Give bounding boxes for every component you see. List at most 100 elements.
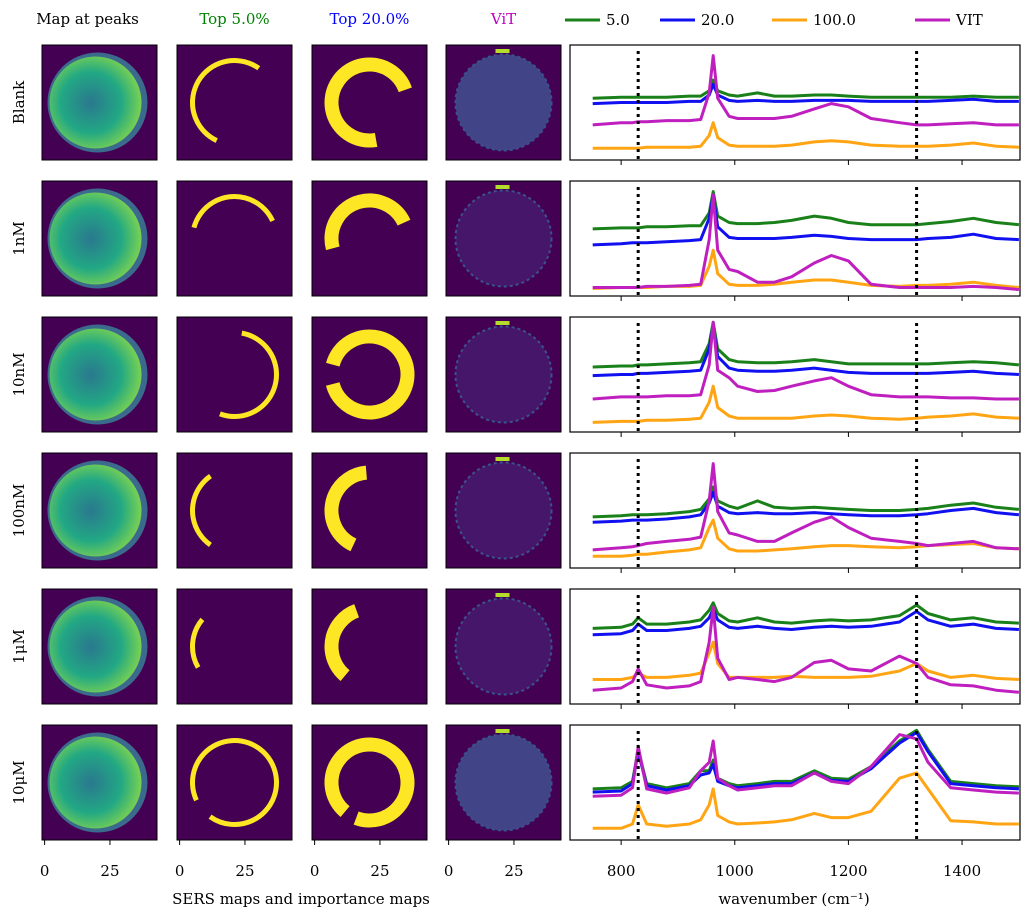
legend-label: 5.0 (606, 11, 630, 29)
row-label: 1nM (10, 221, 28, 256)
spectrum-line (592, 193, 1019, 247)
map-panel (176, 180, 293, 297)
map-hotspot (495, 457, 510, 461)
map-region (190, 58, 279, 147)
spectrum-line (592, 121, 1019, 150)
map-panel (445, 724, 562, 841)
map-panel (445, 44, 562, 161)
spectrum-line (592, 640, 1019, 681)
map-region (190, 602, 279, 692)
spectrum-line (592, 485, 1020, 519)
map-panel (41, 44, 158, 161)
map-region (190, 466, 279, 555)
map-background (176, 316, 293, 433)
map-background (176, 44, 293, 161)
spectrum-line (592, 733, 1019, 798)
spectrum-line (592, 605, 1020, 694)
map-panel (311, 180, 428, 297)
spectrum-line (592, 193, 1020, 292)
map-x-tick-label: 0 (444, 862, 454, 880)
map-disc (49, 192, 142, 285)
map-region (190, 737, 279, 827)
map-hotspot (495, 185, 510, 189)
map-region (324, 465, 415, 556)
map-panel (176, 724, 293, 841)
map-disc (454, 597, 553, 696)
map-title: ViT (490, 10, 516, 28)
spectrum-line (592, 607, 1019, 637)
map-panel (41, 316, 158, 433)
map-panel (176, 452, 293, 569)
row-label: 10nM (10, 352, 28, 396)
row-label: 100nM (10, 484, 28, 538)
spectrum-line (592, 54, 1019, 127)
x-tick-label: 1200 (829, 862, 867, 880)
map-panel (176, 316, 293, 433)
map-background (176, 180, 293, 297)
map-hotspot (495, 49, 510, 53)
map-disc (454, 189, 553, 288)
map-hotspot (495, 593, 510, 597)
map-x-tick-label: 0 (175, 862, 185, 880)
map-disc (49, 736, 142, 829)
map-hotspot (495, 321, 510, 325)
map-panel (41, 180, 158, 297)
spectrum-line (592, 601, 1019, 630)
map-panel (311, 724, 428, 841)
legend-label: VIT (955, 11, 983, 29)
legend-label: 20.0 (701, 11, 734, 29)
map-title: Top 20.0% (330, 10, 410, 28)
spectrum-line (592, 78, 1019, 100)
spectrum-frame (569, 588, 1021, 705)
map-region (324, 329, 415, 420)
map-xlabel: SERS maps and importance maps (172, 890, 430, 908)
map-panel (176, 44, 293, 161)
map-disc (49, 600, 142, 693)
map-panel (445, 316, 562, 433)
map-region (324, 601, 415, 692)
map-region (190, 194, 279, 284)
map-title: Top 5.0% (199, 10, 269, 28)
map-panel (311, 588, 428, 705)
map-region (190, 329, 279, 419)
map-disc (454, 53, 553, 152)
map-panel (445, 588, 562, 705)
map-panel (311, 44, 428, 161)
map-disc (454, 733, 553, 832)
map-panel (176, 588, 293, 705)
map-panel (445, 180, 562, 297)
legend-label: 100.0 (813, 11, 856, 29)
spectrum-line (592, 320, 1019, 401)
map-disc (49, 464, 142, 557)
map-panel (311, 316, 428, 433)
map-disc (49, 56, 142, 149)
map-x-tick-label: 25 (370, 862, 389, 880)
map-panel (445, 452, 562, 569)
spectrum-line (592, 190, 1020, 231)
spectrum-line (592, 384, 1019, 424)
spectrum-line (592, 490, 1020, 524)
map-region (324, 57, 415, 148)
x-tick-label: 1000 (716, 862, 754, 880)
map-x-tick-label: 25 (100, 862, 119, 880)
map-disc (454, 325, 553, 424)
map-x-tick-label: 25 (504, 862, 523, 880)
spectrum-line (592, 320, 1020, 369)
x-tick-label: 800 (607, 862, 636, 880)
row-label: Blank (10, 80, 28, 124)
spectrum-line (592, 462, 1019, 552)
map-panel (41, 724, 158, 841)
row-label: 1μM (10, 629, 28, 664)
spectrum-line (592, 324, 1019, 378)
spectrum-line (592, 82, 1019, 106)
map-disc (454, 461, 553, 560)
map-background (176, 724, 293, 841)
map-region (324, 737, 415, 828)
map-x-tick-label: 0 (310, 862, 320, 880)
map-background (176, 588, 293, 705)
map-x-tick-label: 0 (40, 862, 50, 880)
map-x-tick-label: 25 (235, 862, 254, 880)
spectrum-line (592, 731, 1019, 794)
x-axis-label: wavenumber (cm⁻¹) (718, 890, 869, 908)
